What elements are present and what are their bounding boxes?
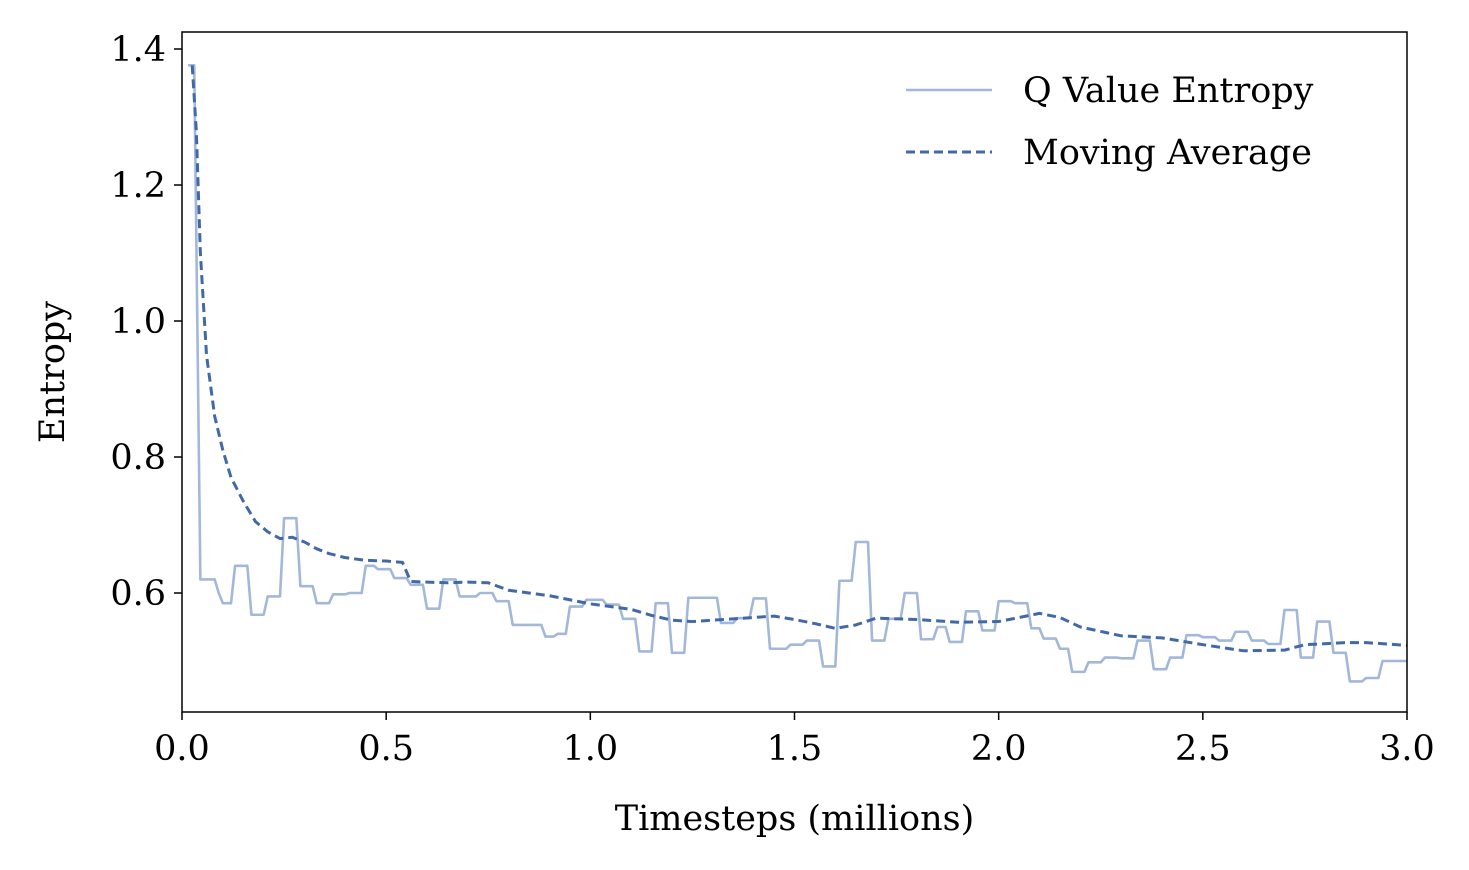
- x-tick-label: 2.5: [1175, 729, 1231, 769]
- x-axis-label: Timesteps (millions): [615, 799, 975, 839]
- y-tick-label: 0.6: [110, 574, 166, 614]
- series-line-q-value-entropy: [188, 64, 1407, 683]
- y-tick-label: 0.8: [110, 438, 166, 478]
- y-axis-label: Entropy: [33, 301, 73, 443]
- y-tick-label: 1.4: [110, 30, 166, 70]
- y-axis: 0.6 0.8 1.0 1.2 1.4: [110, 30, 182, 614]
- y-tick-label: 1.0: [110, 302, 166, 342]
- x-tick-label: 3.0: [1379, 729, 1435, 769]
- x-axis: 0.0 0.5 1.0 1.5 2.0 2.5 3.0: [154, 712, 1435, 769]
- series-line-moving-average: [190, 65, 1408, 653]
- x-tick-label: 1.5: [767, 729, 823, 769]
- x-tick-label: 0.0: [154, 729, 210, 769]
- series-layer: [188, 64, 1408, 683]
- legend: Q Value Entropy Moving Average: [906, 71, 1314, 173]
- y-tick-label: 1.2: [110, 166, 166, 206]
- x-tick-label: 2.0: [971, 729, 1027, 769]
- legend-label: Moving Average: [1023, 133, 1312, 173]
- legend-label: Q Value Entropy: [1023, 71, 1314, 111]
- x-tick-label: 0.5: [358, 729, 414, 769]
- x-tick-label: 1.0: [562, 729, 618, 769]
